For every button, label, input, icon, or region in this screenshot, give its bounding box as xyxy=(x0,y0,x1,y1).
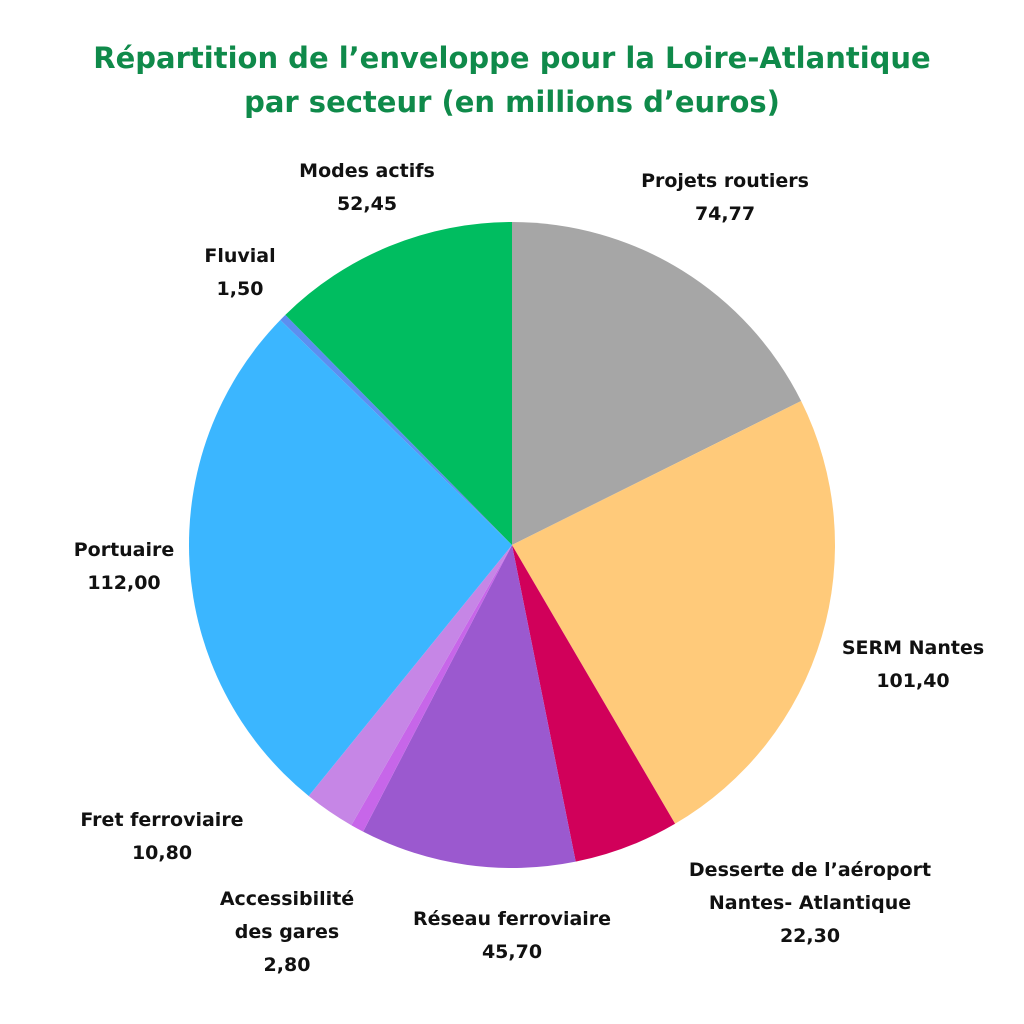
slice-value: 2,80 xyxy=(264,954,311,976)
pie-slice-fluvial xyxy=(280,314,512,545)
slice-value: 74,77 xyxy=(695,203,755,225)
slice-label-text: Accessibilité xyxy=(220,888,354,910)
slice-label-fluvial: Fluvial 1,50 xyxy=(204,245,275,300)
slice-value: 45,70 xyxy=(482,941,542,963)
pie-slice-accessibilite-des-gares xyxy=(351,545,512,832)
pie-slice-fret-ferroviaire xyxy=(308,545,512,826)
slice-label-text: Desserte de l’aéroport xyxy=(689,859,931,881)
slice-label-text: Réseau ferroviaire xyxy=(413,908,611,930)
slice-value: 10,80 xyxy=(132,842,192,864)
slice-label-accessibilite-des-gares: Accessibilité des gares 2,80 xyxy=(220,888,354,976)
slice-label-text: Fret ferroviaire xyxy=(80,809,243,831)
slice-label-reseau-ferroviaire: Réseau ferroviaire 45,70 xyxy=(413,908,611,963)
slice-label-text: Portuaire xyxy=(74,539,175,561)
pie-slices xyxy=(188,222,835,868)
slice-label-text: Fluvial xyxy=(204,245,275,267)
slice-value: 22,30 xyxy=(780,925,840,947)
slice-label-text: SERM Nantes xyxy=(842,637,984,659)
pie-slice-reseau-ferroviaire xyxy=(363,545,576,868)
slice-label-projets-routiers: Projets routiers 74,77 xyxy=(641,170,809,225)
slice-value: 52,45 xyxy=(337,193,397,215)
pie-labels: Projets routiers 74,77 SERM Nantes 101,40 De… xyxy=(74,160,984,976)
chart-title-line-1: Répartition de l’enveloppe pour la Loire… xyxy=(93,41,931,75)
slice-label-serm-nantes: SERM Nantes 101,40 xyxy=(842,637,984,692)
slice-label-text: Modes actifs xyxy=(299,160,435,182)
slice-value: 101,40 xyxy=(876,670,949,692)
slice-label-text: Projets routiers xyxy=(641,170,809,192)
slice-label-portuaire: Portuaire 112,00 xyxy=(74,539,175,594)
chart-title-line-2: par secteur (en millions d’euros) xyxy=(244,85,780,119)
pie-slice-serm-nantes xyxy=(512,401,835,824)
slice-value: 112,00 xyxy=(87,572,160,594)
slice-value: 1,50 xyxy=(217,278,264,300)
pie-slice-portuaire xyxy=(188,319,512,796)
slice-label-text: des gares xyxy=(235,921,339,943)
slice-label-desserte-de-l-aeroport-nantes-atlantique: Desserte de l’aéroport Nantes- Atlantique… xyxy=(689,859,931,947)
pie-slice-modes-actifs xyxy=(285,222,512,545)
slice-label-text: Nantes- Atlantique xyxy=(709,892,911,914)
pie-slice-desserte-de-l-aeroport-nantes-atlantique xyxy=(512,545,676,862)
slice-label-fret-ferroviaire: Fret ferroviaire 10,80 xyxy=(80,809,243,864)
pie-slice-projets-routiers xyxy=(512,222,802,545)
slice-label-modes-actifs: Modes actifs 52,45 xyxy=(299,160,435,215)
